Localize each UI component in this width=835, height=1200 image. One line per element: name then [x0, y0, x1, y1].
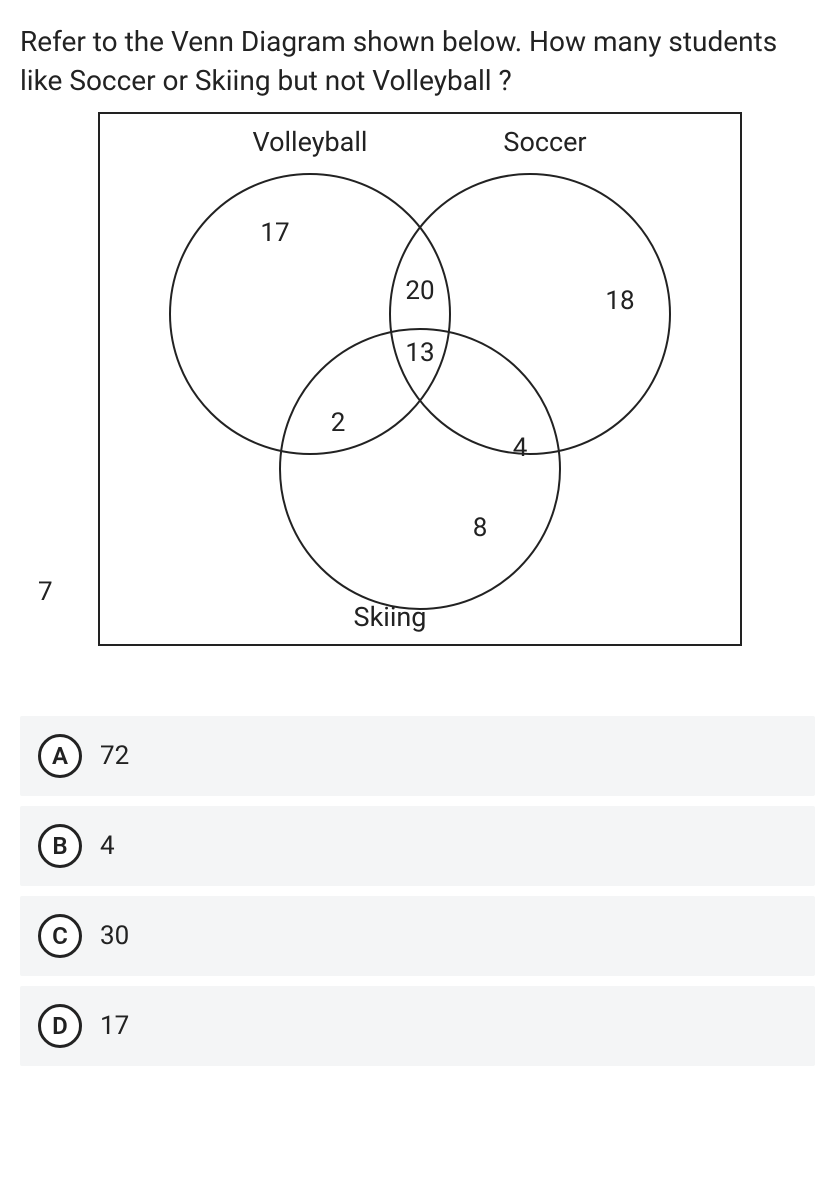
- value-volleyball-skiing: 2: [331, 408, 346, 438]
- choice-text-b: 4: [100, 831, 115, 861]
- circle-skiing: [280, 329, 560, 609]
- figure-row: 7 Volleyball Soccer Skiing 17 18 8 20 2 …: [20, 112, 815, 646]
- label-soccer: Soccer: [503, 127, 586, 159]
- choice-bubble-c: C: [38, 914, 82, 958]
- label-skiing: Skiing: [354, 602, 427, 634]
- choice-bubble-a: A: [38, 734, 82, 778]
- value-soccer-skiing: 4: [513, 433, 528, 463]
- choice-text-a: 72: [100, 741, 129, 771]
- circle-volleyball: [170, 174, 450, 454]
- choice-bubble-b: B: [38, 824, 82, 868]
- choice-c[interactable]: C 30: [20, 896, 815, 976]
- value-only-volleyball: 17: [260, 218, 289, 248]
- outside-value: 7: [38, 577, 53, 607]
- value-all-three: 13: [405, 338, 434, 368]
- choice-bubble-d: D: [38, 1004, 82, 1048]
- outside-region: 7: [20, 112, 98, 642]
- choice-text-d: 17: [100, 1011, 129, 1041]
- label-volleyball: Volleyball: [252, 127, 367, 159]
- value-volleyball-soccer: 20: [405, 276, 434, 306]
- question-text: Refer to the Venn Diagram shown below. H…: [20, 22, 815, 100]
- venn-box: Volleyball Soccer Skiing 17 18 8 20 2 4 …: [98, 112, 742, 646]
- value-only-skiing: 8: [473, 513, 488, 543]
- choice-a[interactable]: A 72: [20, 716, 815, 796]
- choice-b[interactable]: B 4: [20, 806, 815, 886]
- choices-list: A 72 B 4 C 30 D 17: [20, 716, 815, 1066]
- choice-d[interactable]: D 17: [20, 986, 815, 1066]
- choice-text-c: 30: [100, 921, 129, 951]
- venn-svg: Volleyball Soccer Skiing 17 18 8 20 2 4 …: [100, 114, 740, 644]
- value-only-soccer: 18: [605, 286, 634, 316]
